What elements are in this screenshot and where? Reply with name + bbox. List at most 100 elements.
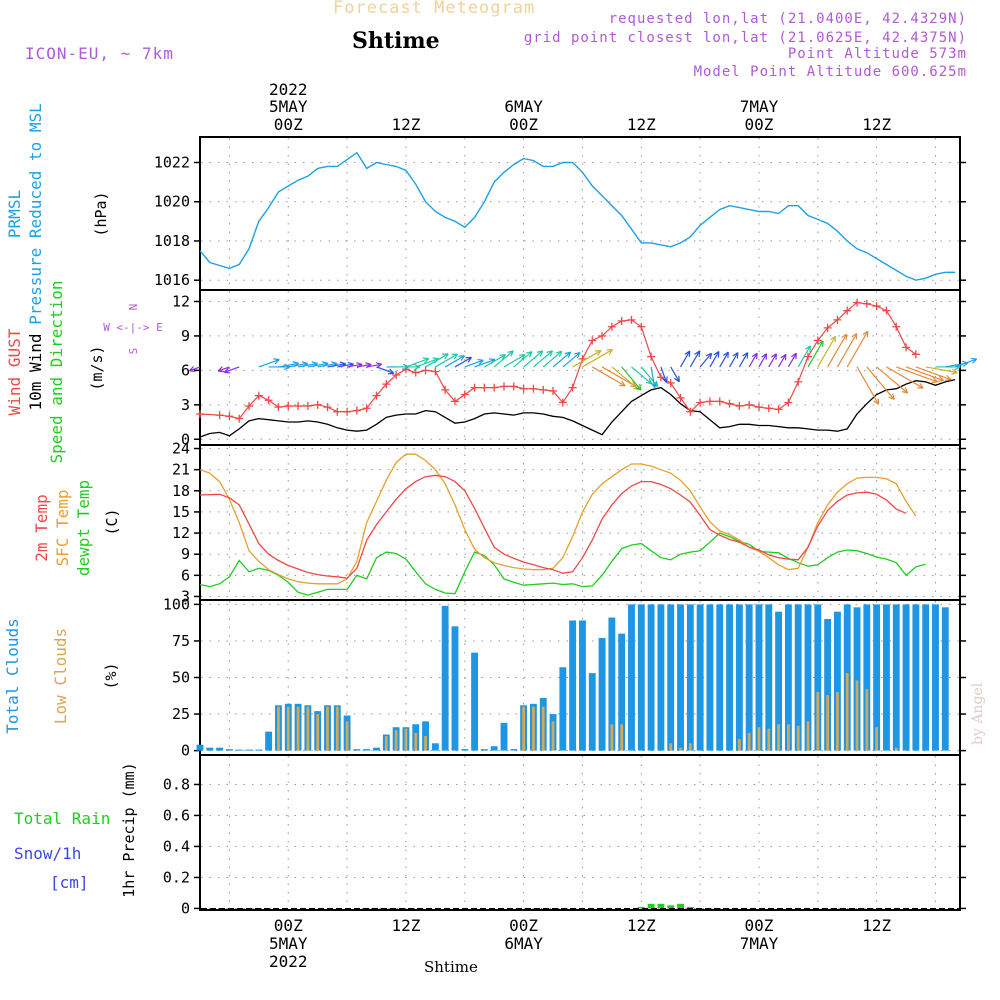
- low-cloud-bar: [845, 673, 849, 751]
- top-time-tick: 12Z: [391, 115, 420, 134]
- wind-arrowhead: [805, 345, 811, 352]
- y-tick-label-temperature: 9: [181, 545, 190, 563]
- y-tick-label-wind: 6: [181, 361, 190, 379]
- total-cloud-bar: [853, 607, 861, 751]
- wind-arrowhead: [650, 381, 657, 389]
- wind-arrow: [425, 353, 449, 368]
- gust-marker: [794, 377, 803, 386]
- temp-unit: (C): [103, 508, 121, 535]
- rain-label: Total Rain: [14, 809, 110, 828]
- wind-arrowhead: [705, 352, 713, 360]
- bottom-time-tick: 12Z: [862, 916, 891, 935]
- total-cloud-bar: [735, 604, 743, 751]
- top-time-tick: 00Z: [745, 115, 774, 134]
- low-cloud-bar: [669, 743, 673, 751]
- top-time-tick: 00Z: [509, 115, 538, 134]
- wind-arrow: [738, 352, 749, 368]
- gust-marker: [411, 368, 420, 377]
- total-cloud-bar: [657, 604, 665, 751]
- total-cloud-bar: [490, 746, 498, 751]
- wind-arrow: [376, 366, 395, 374]
- wind-arrow: [915, 366, 952, 381]
- wind-10m-line: [199, 378, 956, 438]
- low-cloud-bar: [688, 743, 692, 751]
- wind-arrow: [258, 358, 280, 368]
- wind-arrowhead: [546, 350, 554, 357]
- gust-marker: [500, 382, 508, 391]
- place-title: Shtime: [352, 28, 440, 54]
- total-cloud-bar: [775, 611, 783, 751]
- wind-arrowhead: [732, 352, 739, 359]
- wind-arrowhead: [661, 376, 668, 383]
- total-cloud-bar: [588, 673, 596, 751]
- wind-arrow: [562, 352, 581, 368]
- total-cloud-bar: [216, 747, 224, 751]
- wind-arrow: [709, 351, 720, 368]
- gust-marker: [450, 397, 459, 406]
- wind-arrowhead: [499, 354, 506, 361]
- low-cloud-bar: [875, 727, 879, 751]
- wind-arrowhead: [830, 335, 837, 343]
- bottom-date-label: 6MAY: [504, 934, 543, 953]
- total-cloud-bar: [755, 604, 763, 751]
- wind-arrow: [552, 351, 572, 368]
- wind-arrow: [689, 350, 701, 368]
- y-tick-label-temperature: 15: [172, 503, 190, 521]
- gust-marker: [872, 302, 881, 311]
- y-tick-label-clouds: 25: [172, 705, 190, 723]
- total-cloud-bar: [716, 604, 724, 751]
- wind-arrowhead: [951, 368, 958, 375]
- wind-arrow: [660, 366, 668, 383]
- low-cloud-bar: [894, 747, 898, 751]
- wind-arrowhead: [888, 393, 895, 401]
- clouds-unit: (%): [102, 662, 120, 689]
- wind-arrowhead: [188, 366, 196, 372]
- low-cloud-bar: [394, 730, 398, 751]
- total-cloud-bar: [579, 620, 586, 751]
- total-cloud-bar: [814, 604, 822, 751]
- y-tick-label-wind: 3: [181, 396, 190, 414]
- gust-marker: [470, 383, 479, 392]
- wind-arrow: [435, 353, 458, 368]
- bottom-time-tick: 00Z: [509, 916, 538, 935]
- y-tick-label-precip: 0.8: [163, 775, 190, 793]
- panel-label: Pressure Reduced to MSL: [26, 103, 45, 325]
- y-tick-label-temperature: 21: [172, 461, 190, 479]
- low-cloud-bar: [335, 706, 339, 751]
- wind-arrowhead: [465, 356, 473, 363]
- wind-arrow: [513, 351, 533, 368]
- gust-marker: [235, 414, 244, 423]
- total-cloud-bar: [794, 604, 802, 751]
- gust-marker: [558, 398, 567, 407]
- low-cloud-bar: [757, 727, 761, 751]
- wind-arrowhead: [442, 353, 449, 360]
- total-cloud-bar: [500, 722, 508, 751]
- gust-marker: [735, 401, 744, 410]
- rain-bar: [686, 906, 694, 909]
- low-cloud-bar: [796, 725, 800, 751]
- gust-marker: [607, 322, 616, 331]
- gust-marker: [225, 412, 234, 421]
- rain-bar: [657, 903, 665, 909]
- wind-arrowhead: [422, 357, 430, 364]
- rain-bar: [667, 905, 675, 909]
- total-cloud-bar: [912, 604, 920, 751]
- low-cloud-bar: [306, 706, 310, 751]
- y-tick-label-clouds: 0: [181, 742, 190, 760]
- wind-unit: (m/s): [88, 345, 106, 390]
- gust-marker: [549, 387, 558, 396]
- gust-marker: [323, 403, 332, 412]
- y-tick-label-temperature: 24: [172, 440, 190, 458]
- snow-unit-label: [cm]: [50, 873, 89, 892]
- total-cloud-bar: [225, 749, 233, 751]
- gust-marker: [598, 331, 607, 340]
- wind-arrowhead: [414, 363, 421, 371]
- panel-label: Low Clouds: [51, 628, 70, 724]
- gust-marker: [568, 383, 577, 392]
- precip-unit: 1hr Precip (mm): [120, 762, 138, 897]
- panel-label: 2m Temp: [32, 494, 51, 561]
- rain-bar: [677, 903, 684, 909]
- wind-arrowhead: [536, 350, 544, 357]
- gust-marker: [754, 403, 763, 412]
